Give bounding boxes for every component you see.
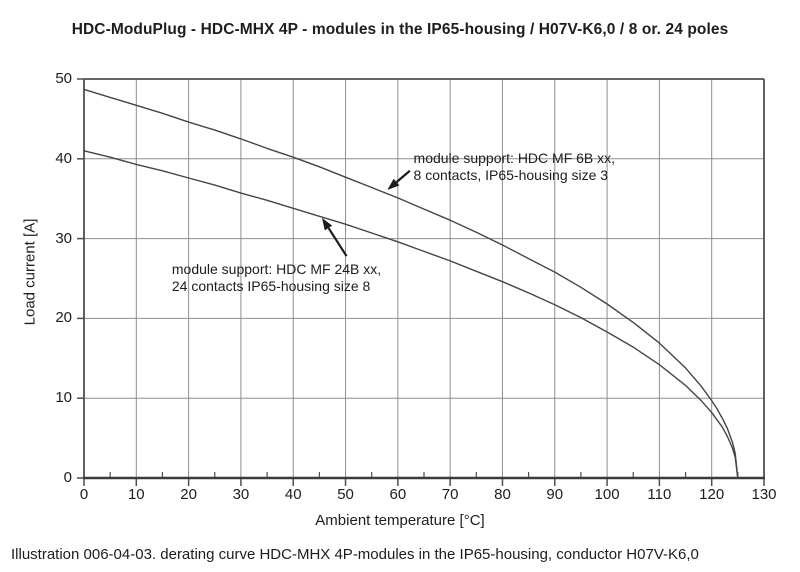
x-tick-label: 0 [79,486,89,503]
x-tick-label: 20 [180,486,197,503]
annotation-line: module support: HDC MF 6B xx, [413,150,616,167]
x-tick-label: 120 [699,486,725,503]
x-tick-label: 60 [389,486,407,503]
x-tick-label: 100 [594,486,620,503]
curve-hdc-mf-6b [83,88,739,479]
x-tick-label: 80 [494,486,511,503]
annotation-line: 24 contacts IP65-housing size 8 [171,277,371,294]
annotation-arrowhead [387,178,400,190]
y-tick-label: 0 [63,469,72,486]
curve-hdc-mf-24b [83,150,739,479]
x-tick-label: 130 [751,486,777,503]
curve-annotation-6b: module support: HDC MF 6B xx, 8 contacts,… [414,150,616,184]
y-tick-label: 30 [55,229,72,247]
y-tick-label: 40 [55,149,72,167]
chart-title: HDC-ModuPlug - HDC-MHX 4P - modules in t… [71,21,729,38]
annotation-line: 8 contacts, IP65-housing size 3 [413,167,609,184]
annotation-line: module support: HDC MF 24B xx, [171,260,382,277]
annotation-arrow-shaft [395,169,411,183]
y-tick-label: 10 [55,389,72,407]
x-axis-label: Ambient temperature [°C] [315,512,485,529]
annotation-arrow-shaft [327,227,348,257]
x-tick-label: 110 [647,486,672,503]
y-tick-label: 50 [55,70,72,87]
x-tick-label: 50 [337,486,354,503]
y-tick-label: 20 [55,309,72,327]
illustration-caption: Illustration 006-04-03. derating curve H… [11,546,699,563]
x-tick-label: 90 [546,486,564,503]
x-tick-label: 40 [284,486,302,503]
x-tick-label: 30 [232,486,250,503]
curve-annotation-24b: module support: HDC MF 24B xx, 24 contact… [172,261,381,295]
x-tick-label: 10 [127,486,145,503]
annotation-arrowhead [322,217,333,231]
x-tick-label: 70 [441,486,459,503]
